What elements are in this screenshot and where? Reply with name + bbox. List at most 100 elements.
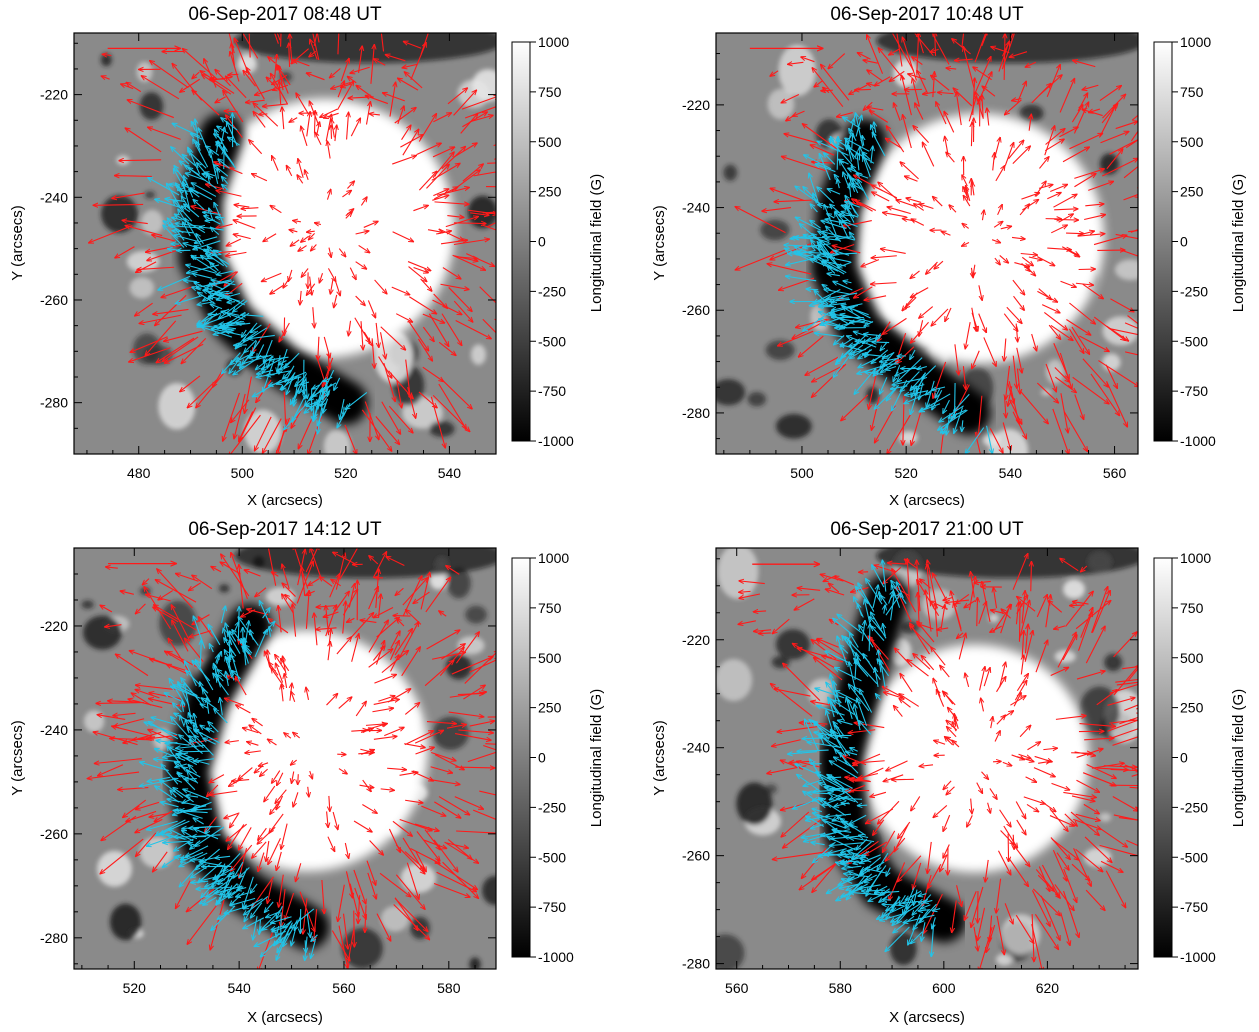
panel-4-ylabel: Y (arcsecs) — [651, 720, 668, 796]
colorbar-tick-label: -750 — [538, 383, 566, 399]
positive-field-vector — [1006, 365, 1010, 400]
positive-field-vector — [409, 296, 436, 314]
positive-field-vector — [301, 268, 309, 277]
positive-field-vector — [473, 171, 496, 177]
positive-field-vector — [408, 266, 427, 282]
negative-field-vector — [193, 240, 221, 250]
positive-field-vector — [1074, 169, 1104, 179]
negative-field-vector — [184, 779, 197, 780]
positive-field-vector — [200, 71, 235, 94]
positive-field-vector — [297, 175, 304, 184]
positive-field-vector — [334, 279, 340, 296]
positive-field-vector — [361, 321, 363, 350]
positive-field-vector — [448, 287, 472, 311]
negative-field-vector — [248, 334, 275, 338]
pore-patch — [736, 782, 773, 826]
negative-field-vector — [184, 280, 198, 281]
positive-field-vector — [1014, 262, 1029, 267]
panel-4-colorbar: 1000 750 500 250 0 -250 -500 -750 -1000 Longitud… — [1153, 550, 1247, 965]
negative-field-vector — [222, 176, 229, 185]
panel-3-image — [74, 548, 496, 969]
positive-field-vector — [306, 112, 310, 137]
y-tick-label: -280 — [682, 405, 710, 421]
negative-field-vector — [233, 300, 248, 313]
negative-field-vector — [205, 146, 220, 156]
positive-field-vector — [453, 143, 477, 158]
positive-field-vector — [915, 103, 924, 120]
plage-patch — [1063, 579, 1086, 599]
negative-field-vector — [323, 388, 324, 400]
positive-field-vector — [455, 320, 492, 339]
positive-field-vector — [305, 170, 309, 181]
positive-field-vector — [460, 113, 478, 134]
positive-field-vector — [293, 60, 310, 67]
positive-field-vector — [869, 111, 889, 123]
positive-field-vector — [438, 383, 466, 429]
positive-field-vector — [215, 223, 233, 228]
panel-2-positive-umbra — [854, 113, 1105, 364]
positive-field-vector — [445, 216, 479, 228]
positive-field-vector — [871, 396, 880, 430]
positive-field-vector — [936, 102, 947, 125]
positive-field-vector — [452, 254, 486, 270]
negative-field-vector — [190, 134, 203, 140]
positive-field-vector — [345, 209, 354, 217]
colorbar-tick-label: -250 — [1180, 799, 1208, 815]
y-tick-label: -220 — [682, 632, 710, 648]
negative-field-vector — [859, 147, 860, 161]
positive-field-vector — [215, 96, 226, 103]
negative-field-vector — [292, 394, 306, 421]
panel-4-colorbar-ticks: 1000 750 500 250 0 -250 -500 -750 -1000 — [1172, 550, 1216, 965]
negative-field-vector — [194, 283, 228, 297]
positive-field-vector — [309, 101, 320, 127]
negative-field-vector — [306, 399, 322, 406]
positive-field-vector — [487, 162, 496, 164]
positive-field-vector — [453, 90, 477, 116]
positive-field-vector — [910, 287, 929, 298]
negative-field-vector — [191, 183, 217, 197]
positive-field-vector — [192, 71, 200, 79]
positive-field-vector — [340, 58, 349, 82]
positive-field-vector — [467, 209, 496, 214]
positive-field-vector — [261, 272, 282, 281]
colorbar-tick-label: -750 — [1180, 383, 1208, 399]
positive-field-vector — [270, 205, 282, 214]
positive-field-vector — [871, 256, 897, 258]
positive-field-vector — [441, 146, 466, 170]
positive-field-vector — [997, 204, 1003, 216]
negative-field-vector — [262, 359, 267, 374]
plage-patch — [238, 52, 256, 70]
positive-field-vector — [1068, 328, 1083, 354]
positive-field-vector — [470, 213, 489, 215]
y-tick-label: -240 — [40, 189, 68, 205]
negative-field-vector — [211, 280, 236, 286]
negative-field-vector — [300, 382, 310, 384]
positive-field-vector — [374, 59, 386, 66]
x-tick-label: 580 — [829, 980, 853, 996]
pore-patch — [429, 420, 455, 437]
panel-1-x-axis: 480 500 520 540 — [86, 33, 476, 481]
x-tick-label: 560 — [1103, 465, 1127, 481]
positive-field-vector — [301, 126, 308, 147]
positive-field-vector — [272, 84, 289, 90]
positive-field-vector — [354, 910, 355, 947]
positive-field-vector — [334, 294, 337, 308]
negative-field-vector — [317, 399, 318, 409]
negative-field-vector — [306, 377, 307, 398]
positive-field-vector — [164, 330, 203, 341]
plage-patch — [1099, 812, 1112, 822]
positive-field-vector — [1110, 298, 1134, 312]
panel-1-image — [74, 33, 496, 454]
negative-field-vector — [195, 119, 200, 147]
negative-field-vector — [263, 339, 273, 362]
x-tick-label: 500 — [790, 465, 814, 481]
x-tick-label: 600 — [932, 980, 956, 996]
negative-field-vector — [209, 283, 224, 290]
positive-field-vector — [1054, 209, 1078, 210]
positive-field-vector — [155, 294, 187, 325]
positive-field-vector — [272, 74, 288, 84]
positive-field-vector — [1007, 382, 1014, 404]
positive-field-vector — [1019, 602, 1020, 642]
plage-patch — [141, 209, 164, 235]
negative-field-vector — [284, 352, 300, 368]
